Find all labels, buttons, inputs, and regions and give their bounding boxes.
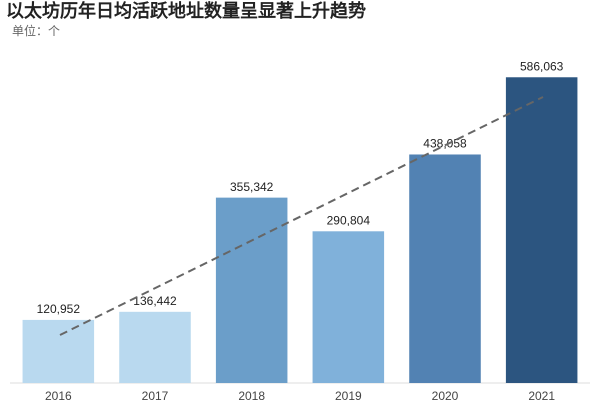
x-tick-label: 2017 [142,389,169,403]
bar [409,154,481,383]
x-tick-label: 2018 [238,389,265,403]
x-tick-label: 2021 [528,389,555,403]
value-label: 586,063 [520,59,564,73]
bar [119,311,191,383]
value-label: 136,442 [133,294,177,308]
x-tick-label: 2016 [45,389,72,403]
bar [22,319,95,383]
chart-subtitle: 单位：个 [12,23,60,38]
trend-line [59,96,544,336]
x-tick-label: 2020 [432,389,459,403]
chart-title: 以太坊历年日均活跃地址数量呈显著上升趋势 [6,0,366,21]
value-label: 438,058 [423,137,467,151]
bar [215,197,288,383]
x-tick-label: 2019 [335,389,362,403]
value-label: 355,342 [230,180,274,194]
value-label: 120,952 [37,302,81,316]
plot: 2016 120,952 2017 136,442 2018 355,342 2019 290… [22,59,578,403]
value-label: 290,804 [327,213,371,227]
bar [505,77,578,383]
bar [312,231,385,383]
